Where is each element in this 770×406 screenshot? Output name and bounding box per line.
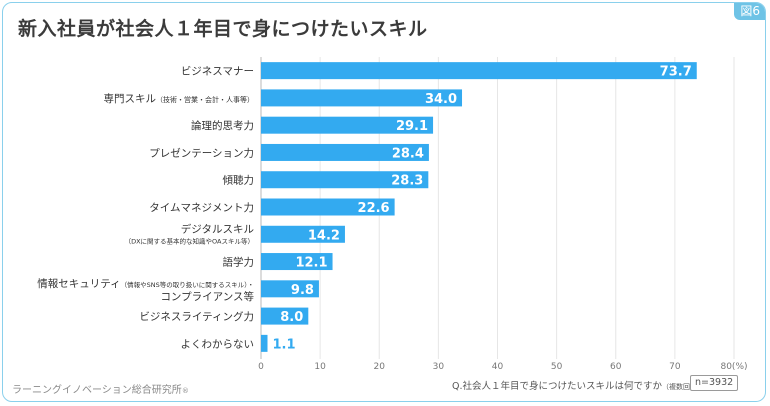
- bar-value-label: 12.1: [295, 256, 327, 271]
- bar: [261, 253, 333, 271]
- bar: [261, 62, 697, 80]
- bar-value-label: 34.0: [425, 92, 457, 107]
- bar-value-label: 22.6: [358, 201, 390, 216]
- chart-title: 新入社員が社会人１年目で身につけたいスキル: [18, 18, 428, 40]
- category-label: デジタルスキル: [181, 222, 254, 235]
- x-tick-label: 40: [492, 362, 504, 372]
- category-label: 専門スキル（技術・営業・会計・人事等）: [104, 93, 255, 105]
- category-label: よくわからない: [181, 338, 255, 350]
- bar-value-label: 29.1: [396, 119, 428, 134]
- category-sublabel: （DXに関する基本的な知識やOAスキル等）: [125, 236, 254, 245]
- x-tick-label: 20: [374, 362, 386, 372]
- x-tick-label: 70: [669, 362, 681, 372]
- category-label: 情報セキュリティ（情報やSNS等の取り扱いに関するスキル）・: [37, 277, 254, 290]
- bar-value-label: 28.4: [392, 146, 424, 161]
- bar: [261, 280, 319, 298]
- x-tick-label: 0: [258, 362, 264, 372]
- bar-value-label: 28.3: [391, 174, 423, 189]
- category-label: タイムマネジメント力: [149, 201, 254, 214]
- category-label: プレゼンテーション力: [149, 146, 254, 159]
- figure-tag: 図6: [734, 3, 765, 20]
- x-tick-label: 10: [314, 362, 326, 372]
- category-label: コンプライアンス等: [160, 290, 254, 303]
- x-tick-label: 50: [551, 362, 563, 372]
- bar: [261, 334, 268, 352]
- bar: [261, 307, 309, 325]
- bar: [261, 89, 463, 107]
- source-credit: ラーニングイノベーション総合研究所®: [12, 385, 189, 396]
- x-tick-label: 30: [433, 362, 445, 372]
- x-tick-label: 80(%): [720, 362, 747, 372]
- sample-size-badge: n=3932: [690, 375, 739, 391]
- survey-question: Q.社会人１年目で身につけたいスキルは何ですか（複数回答）: [452, 381, 704, 392]
- category-label: ビジネスライティング力: [139, 310, 254, 323]
- bar-value-label: 73.7: [660, 65, 692, 80]
- bar-value-label: 1.1: [273, 337, 296, 352]
- bar-value-label: 8.0: [280, 310, 303, 325]
- bar: [261, 116, 434, 134]
- bar: [261, 143, 429, 161]
- bar: [261, 225, 345, 243]
- category-label: 論理的思考力: [191, 119, 254, 132]
- bar-value-label: 9.8: [291, 283, 314, 298]
- bar: [261, 171, 429, 189]
- bar-value-label: 14.2: [308, 228, 340, 243]
- category-label: 語学力: [223, 256, 255, 269]
- bar: [261, 198, 395, 216]
- category-label: ビジネスマナー: [181, 66, 254, 78]
- category-label: 傾聴力: [223, 174, 255, 187]
- x-tick-label: 60: [610, 362, 622, 372]
